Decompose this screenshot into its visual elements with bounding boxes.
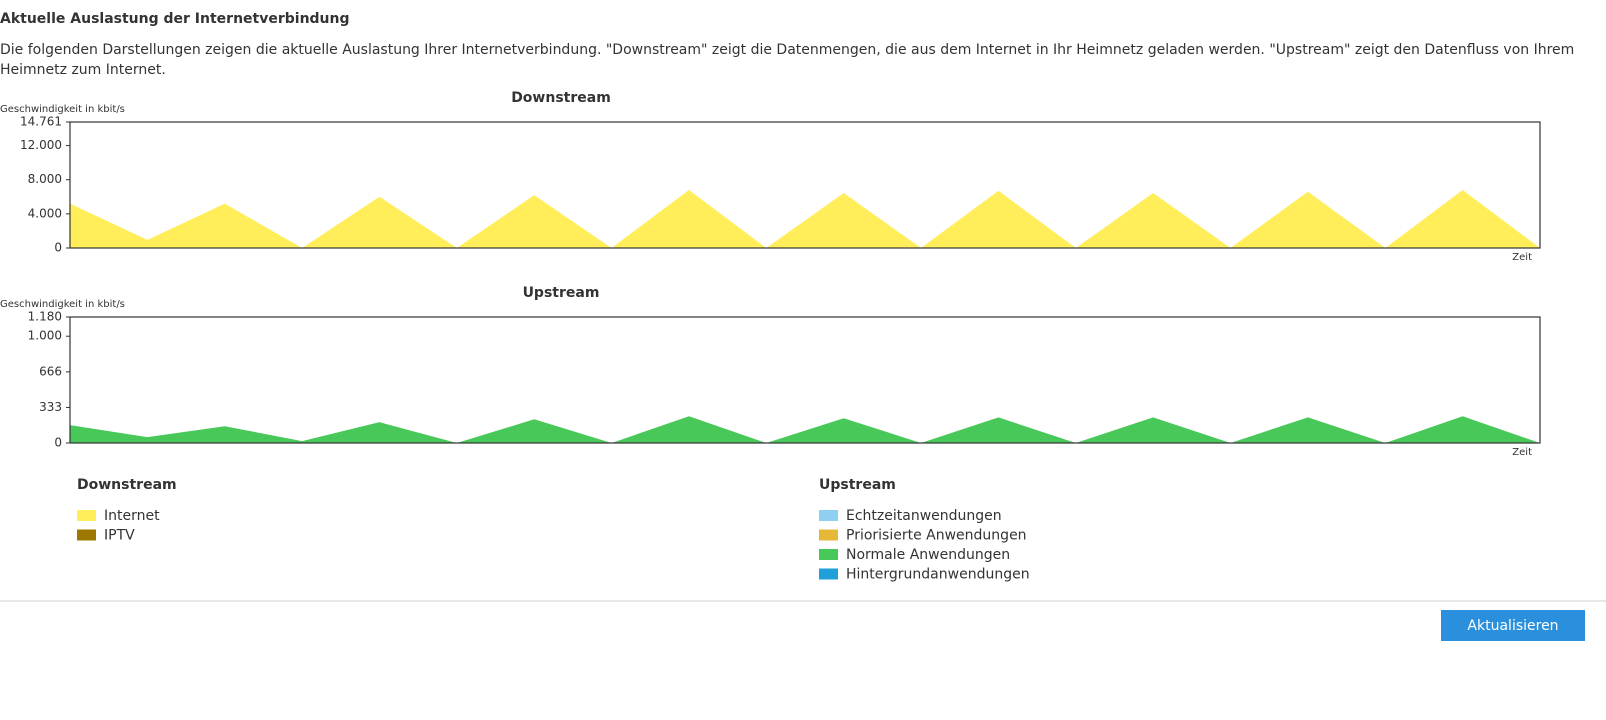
x-axis-label: Zeit xyxy=(1512,252,1532,263)
legend-swatch xyxy=(819,529,838,541)
y-tick-label: 1.180 xyxy=(28,310,62,324)
legend-swatch xyxy=(77,529,96,541)
page-title: Aktuelle Auslastung der Internetverbindu… xyxy=(0,11,350,27)
legend-label: Echtzeitanwendungen xyxy=(846,508,1002,524)
y-tick-label: 1.000 xyxy=(28,329,62,343)
legend-swatch xyxy=(819,510,838,521)
y-tick-label: 0 xyxy=(54,436,62,450)
legend-swatch xyxy=(77,510,96,521)
x-axis-label: Zeit xyxy=(1512,447,1532,458)
area xyxy=(70,189,1540,248)
legend-label: IPTV xyxy=(104,528,135,544)
y-tick-label: 0 xyxy=(54,241,62,255)
chart-title: Downstream xyxy=(511,90,611,106)
plot-frame xyxy=(69,121,1541,249)
description: Die folgenden Darstellungen zeigen die a… xyxy=(0,42,1575,78)
legend-label: Normale Anwendungen xyxy=(846,547,1010,563)
refresh-button[interactable]: Aktualisieren xyxy=(1441,610,1585,641)
y-tick-label: 8.000 xyxy=(28,172,62,186)
y-tick-label: 4.000 xyxy=(28,206,62,220)
legend-label: Internet xyxy=(104,508,160,524)
y-tick-label: 333 xyxy=(39,400,62,414)
legend-swatch xyxy=(819,568,838,580)
legend-swatch xyxy=(819,549,838,560)
y-axis-label: Geschwindigkeit in kbit/s xyxy=(0,104,125,115)
y-axis-label: Geschwindigkeit in kbit/s xyxy=(0,299,125,310)
legend-title: Upstream xyxy=(819,477,896,493)
legend-title: Downstream xyxy=(77,477,177,493)
legend-label: Priorisierte Anwendungen xyxy=(846,528,1027,544)
legend-label: Hintergrundanwendungen xyxy=(846,567,1030,583)
y-tick-label: 14.761 xyxy=(20,115,62,129)
plot-frame xyxy=(69,316,1541,444)
area xyxy=(70,416,1540,443)
y-tick-label: 12.000 xyxy=(20,138,62,152)
y-tick-label: 666 xyxy=(39,364,62,378)
chart-title: Upstream xyxy=(523,285,600,301)
